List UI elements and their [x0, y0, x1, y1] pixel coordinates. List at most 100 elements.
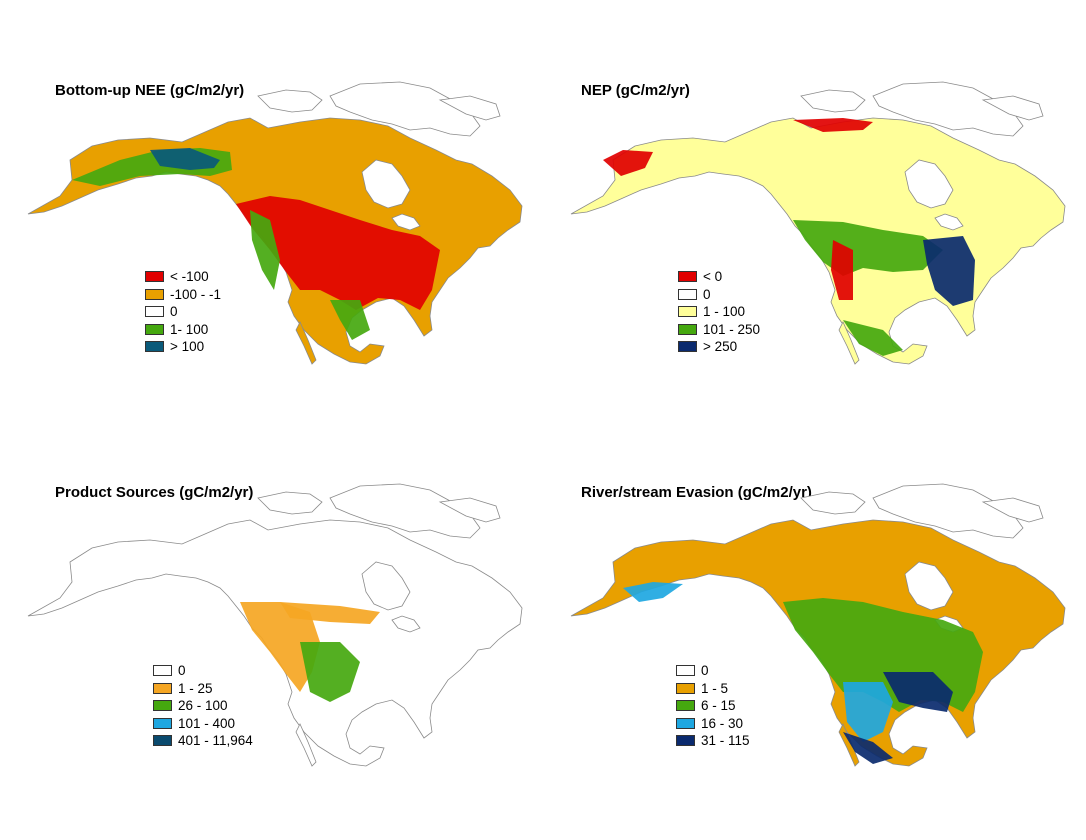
legend-swatch	[678, 271, 697, 283]
map-region-patch	[843, 320, 903, 356]
legend-swatch	[153, 717, 172, 729]
map-region-patch	[240, 602, 320, 692]
legend-item: 1- 100	[145, 321, 221, 339]
arctic-island	[438, 497, 501, 523]
baja-peninsula	[838, 321, 860, 365]
legend-swatch	[145, 306, 164, 318]
panel-title: NEP (gC/m2/yr)	[581, 82, 690, 99]
legend-label: 101 - 250	[703, 321, 761, 337]
legend-item: 0	[678, 286, 760, 304]
legend-swatch	[678, 288, 697, 300]
arctic-archipelago	[872, 81, 1024, 137]
legend-label: 26 - 100	[178, 698, 228, 714]
legend-label: 31 - 115	[701, 733, 750, 749]
arctic-island	[257, 89, 323, 113]
map-region-patch	[831, 240, 853, 300]
legend-item: 101 - 400	[153, 715, 253, 733]
legend-item: -100 - -1	[145, 286, 221, 304]
legend-label: 0	[170, 304, 178, 320]
map-region-patch	[603, 150, 653, 176]
legend-label: < 0	[703, 269, 723, 285]
baja-peninsula	[295, 321, 317, 365]
panel-title: River/stream Evasion (gC/m2/yr)	[581, 484, 812, 501]
arctic-island	[981, 95, 1044, 121]
arctic-island	[981, 497, 1044, 523]
legend-label: 1 - 25	[178, 680, 213, 696]
map-region-patch	[923, 236, 975, 306]
legend-label: 0	[178, 663, 186, 679]
hudson-bay	[361, 159, 411, 209]
legend-label: > 250	[703, 339, 738, 355]
map-region-patch	[250, 210, 280, 290]
legend-label: 401 - 11,964	[178, 733, 253, 749]
legend-label: 0	[703, 286, 711, 302]
legend-label: 101 - 400	[178, 715, 236, 731]
legend-label: > 100	[170, 339, 205, 355]
legend-item: 1 - 100	[678, 303, 760, 321]
legend-swatch	[145, 323, 164, 335]
legend: < -100 -100 - -1 0 1- 100 > 100	[145, 268, 221, 356]
legend-label: 16 - 30	[701, 715, 744, 731]
panel-title: Bottom-up NEE (gC/m2/yr)	[55, 82, 245, 99]
arctic-island	[438, 95, 501, 121]
legend-item: 1 - 5	[676, 680, 750, 698]
map-region-patch	[793, 118, 873, 132]
map-panel-bottom-up-nee: Bottom-up NEE (gC/m2/yr) < -100 -100 - -1…	[0, 0, 540, 400]
map-region-patch	[843, 682, 893, 742]
legend-item: < -100	[145, 268, 221, 286]
legend-item: 0	[145, 303, 221, 321]
arctic-island	[800, 89, 866, 113]
map-region-patch	[150, 148, 220, 170]
legend-swatch	[153, 700, 172, 712]
legend-label: 1 - 100	[703, 304, 746, 320]
hudson-bay	[904, 561, 954, 611]
legend-swatch	[678, 323, 697, 335]
legend-item: 0	[676, 662, 750, 680]
arctic-island	[257, 491, 323, 515]
legend-swatch	[676, 735, 695, 747]
legend-swatch	[676, 665, 695, 677]
great-lakes	[934, 213, 964, 231]
map-region-patch	[883, 672, 953, 712]
legend-swatch	[145, 341, 164, 353]
arctic-archipelago	[329, 483, 481, 539]
legend-swatch	[678, 306, 697, 318]
legend-swatch	[153, 682, 172, 694]
legend-item: < 0	[678, 268, 760, 286]
legend-label: 1- 100	[170, 321, 209, 337]
panel-title: Product Sources (gC/m2/yr)	[55, 484, 254, 501]
arctic-archipelago	[329, 81, 481, 137]
north-america-map	[570, 483, 1066, 767]
legend-label: 1 - 5	[701, 680, 729, 696]
map-region-patch	[236, 196, 440, 310]
legend-swatch	[153, 665, 172, 677]
legend-swatch	[676, 682, 695, 694]
legend-item: 16 - 30	[676, 715, 750, 733]
map-region-patch	[330, 300, 370, 340]
legend-swatch	[145, 271, 164, 283]
legend-swatch	[676, 700, 695, 712]
north-america-map	[570, 81, 1066, 365]
legend-item: > 250	[678, 338, 760, 356]
map-region-patch	[300, 642, 360, 702]
legend-item: 401 - 11,964	[153, 732, 253, 750]
north-america-map	[27, 483, 523, 767]
north-america-map	[27, 81, 523, 365]
legend-swatch	[678, 341, 697, 353]
legend-item: 31 - 115	[676, 732, 750, 750]
hudson-bay	[361, 561, 411, 611]
legend-swatch	[676, 717, 695, 729]
map-region-patch	[623, 582, 683, 602]
legend-item: > 100	[145, 338, 221, 356]
legend-label: 6 - 15	[701, 698, 736, 714]
baja-peninsula	[295, 723, 317, 767]
legend-item: 0	[153, 662, 253, 680]
great-lakes	[391, 213, 421, 231]
legend-item: 6 - 15	[676, 697, 750, 715]
map-region-patch	[793, 220, 943, 276]
